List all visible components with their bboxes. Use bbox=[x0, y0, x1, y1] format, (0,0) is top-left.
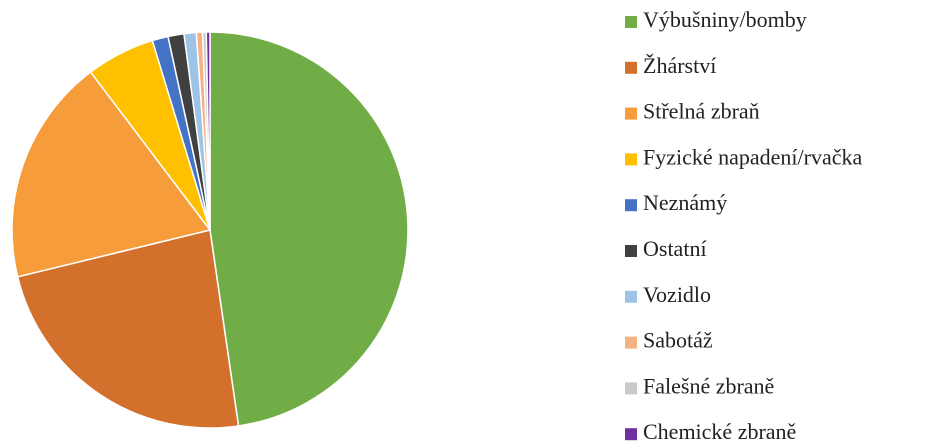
legend-swatch bbox=[625, 428, 637, 441]
legend-label: Střelná zbraň bbox=[643, 99, 760, 124]
legend-label: Žhárství bbox=[643, 53, 716, 78]
pie-slice bbox=[209, 31, 409, 427]
legend-label: Vozidlo bbox=[643, 282, 711, 307]
pie-slice bbox=[16, 229, 240, 429]
legend-swatch bbox=[625, 245, 637, 257]
legend-label: Fyzické napadení/rvačka bbox=[643, 144, 863, 169]
legend-swatch bbox=[625, 153, 637, 166]
legend-swatch bbox=[625, 199, 637, 212]
legend-label: Neznámý bbox=[643, 190, 727, 215]
legend-label: Falešné zbraně bbox=[643, 373, 774, 398]
legend-label: Ostatní bbox=[643, 236, 707, 261]
legend-label: Sabotáž bbox=[643, 328, 713, 353]
legend-swatch bbox=[625, 107, 637, 120]
legend-swatch bbox=[625, 290, 637, 303]
legend-swatch bbox=[625, 61, 637, 74]
pie-slice bbox=[11, 70, 212, 278]
legend-label: Výbušniny/bomby bbox=[643, 7, 807, 32]
legend-swatch bbox=[625, 336, 637, 349]
pie-slice bbox=[205, 31, 211, 231]
legend-label: Chemické zbraně bbox=[643, 419, 796, 444]
legend-swatch bbox=[625, 16, 637, 28]
legend-swatch bbox=[625, 382, 637, 395]
